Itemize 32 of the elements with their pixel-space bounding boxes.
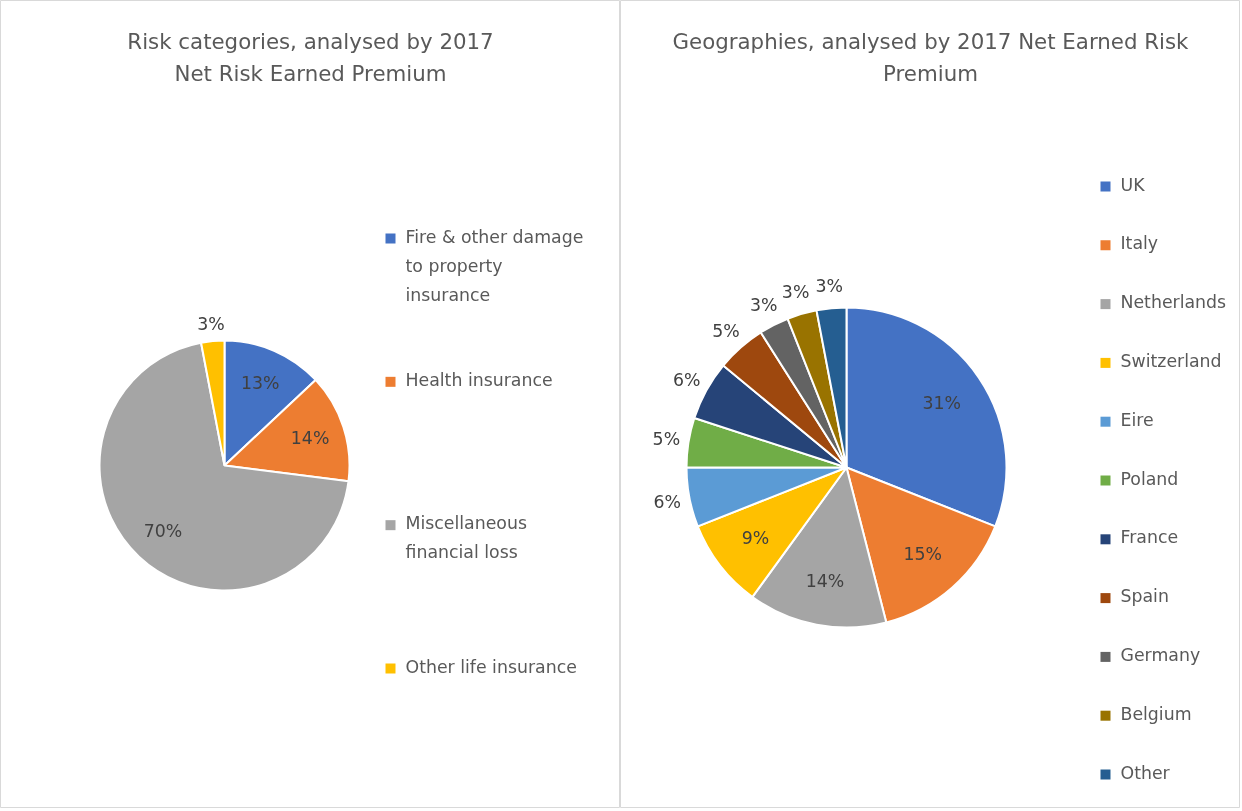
data-label: 15%	[903, 543, 942, 564]
legend-label: Health insurance	[405, 369, 553, 390]
legend-label: Fire & other damage to property insurance	[405, 226, 584, 305]
data-label: 70%	[143, 521, 183, 542]
data-label: 3%	[781, 282, 810, 303]
data-label: 14%	[290, 427, 330, 448]
legend-label: Belgium	[1120, 703, 1192, 724]
data-label: 6%	[672, 369, 701, 390]
chart-title: Geographies, analysed by 2017 Net Earned Risk Premium	[672, 28, 1190, 86]
data-label: 3%	[815, 275, 844, 296]
data-label: 14%	[805, 570, 845, 591]
data-label: 9%	[741, 528, 770, 549]
legend-label: Miscellaneous financial loss	[405, 513, 527, 563]
data-label: 5%	[712, 320, 740, 341]
legend-label: Poland	[1120, 468, 1179, 489]
data-label: 13%	[240, 372, 280, 393]
data-label: 6%	[653, 491, 682, 512]
chart-title: Risk categories, analysed by 2017 Net Risk Earned Premium	[127, 28, 494, 86]
data-label: 3%	[197, 313, 225, 334]
legend-label: Other life insurance	[405, 656, 577, 677]
legend-label: Netherlands	[1120, 292, 1227, 313]
legend-label: Eire	[1120, 409, 1154, 430]
legend-label: Other	[1120, 762, 1171, 783]
legend-label: Spain	[1120, 586, 1169, 607]
legend-label: Switzerland	[1120, 350, 1222, 371]
data-label: 5%	[652, 428, 681, 449]
legend-label: Germany	[1120, 644, 1201, 665]
data-label: 31%	[922, 392, 962, 413]
legend-label: UK	[1120, 174, 1146, 195]
legend-label: Italy	[1120, 233, 1159, 254]
legend-label: France	[1120, 527, 1179, 548]
data-label: 3%	[749, 294, 778, 315]
